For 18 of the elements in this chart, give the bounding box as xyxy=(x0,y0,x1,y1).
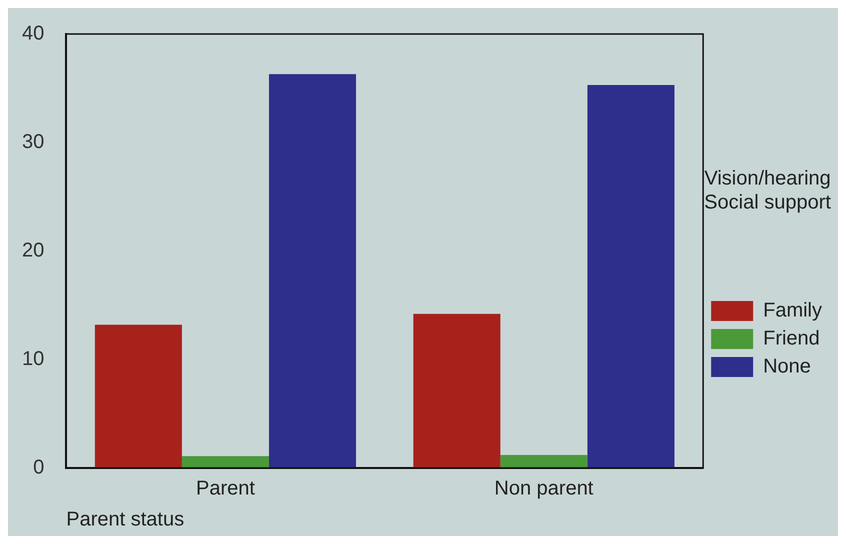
bar xyxy=(500,454,588,468)
x-axis-title: Parent status xyxy=(66,508,184,531)
y-tick-label: 0 xyxy=(33,456,44,479)
legend-label: Friend xyxy=(763,328,820,350)
x-tick-label: Non parent xyxy=(494,478,594,500)
y-tick-label: 40 xyxy=(22,22,44,45)
y-tick-label: 20 xyxy=(22,240,44,262)
legend-title: Vision/hearing Social support xyxy=(704,168,832,214)
bar xyxy=(94,324,182,468)
legend-label: Family xyxy=(763,300,822,322)
bar xyxy=(182,456,269,468)
x-tick-label: Parent xyxy=(196,478,256,500)
bar xyxy=(268,74,356,468)
bar xyxy=(587,84,674,468)
legend-label: None xyxy=(763,356,811,378)
bar xyxy=(413,314,500,468)
y-tick-label: 30 xyxy=(22,131,44,154)
y-tick-label: 10 xyxy=(22,348,44,370)
